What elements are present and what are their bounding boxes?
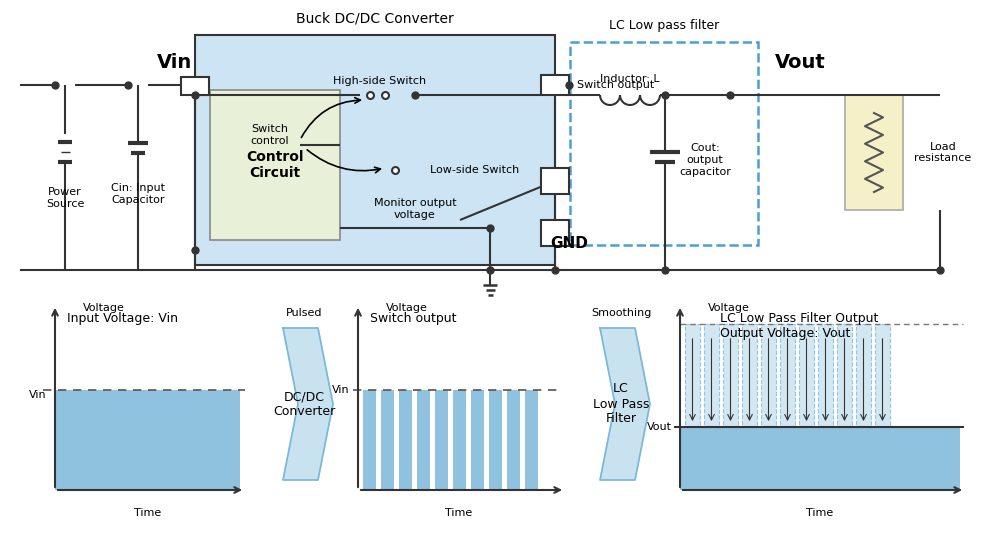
Bar: [195, 35, 555, 265]
Bar: [875, 324, 890, 427]
Text: High-side Switch: High-side Switch: [333, 76, 427, 86]
Bar: [845, 95, 903, 210]
Text: LC
Low Pass
Filter: LC Low Pass Filter: [593, 382, 649, 426]
Polygon shape: [600, 328, 650, 480]
Bar: [541, 220, 569, 246]
Bar: [541, 75, 569, 95]
Text: Low-side Switch: Low-side Switch: [430, 165, 519, 175]
Bar: [704, 324, 719, 427]
Bar: [471, 390, 484, 490]
Bar: [680, 427, 960, 490]
Text: Control
Circuit: Control Circuit: [246, 150, 304, 180]
Text: Vout: Vout: [775, 52, 825, 71]
Bar: [570, 42, 758, 245]
Text: Cin: Input
Capacitor: Cin: Input Capacitor: [111, 183, 165, 205]
Bar: [856, 324, 871, 427]
Bar: [453, 390, 466, 490]
Text: Time: Time: [445, 508, 473, 518]
Text: Monitor output
voltage: Monitor output voltage: [374, 198, 456, 220]
Bar: [507, 390, 520, 490]
Bar: [489, 390, 502, 490]
Bar: [381, 390, 394, 490]
Bar: [55, 390, 240, 490]
Text: Voltage: Voltage: [386, 303, 428, 313]
Text: Load
resistance: Load resistance: [914, 141, 972, 163]
Text: Switch output: Switch output: [370, 312, 456, 325]
Bar: [570, 42, 758, 245]
Bar: [799, 324, 814, 427]
Text: Voltage: Voltage: [83, 303, 125, 313]
Bar: [210, 90, 340, 240]
Text: Vin: Vin: [29, 390, 47, 400]
Text: Buck DC/DC Converter: Buck DC/DC Converter: [296, 11, 454, 25]
Text: Vout: Vout: [647, 422, 672, 432]
Text: LC Low pass filter: LC Low pass filter: [609, 19, 719, 32]
Bar: [818, 324, 833, 427]
Bar: [399, 390, 412, 490]
Text: Pulsed: Pulsed: [286, 308, 322, 318]
Bar: [541, 168, 569, 194]
Text: Vin: Vin: [332, 385, 350, 395]
Text: LC Low Pass Filter Output
Output Voltage: Vout: LC Low Pass Filter Output Output Voltage…: [720, 312, 878, 340]
Bar: [525, 390, 538, 490]
Bar: [780, 324, 795, 427]
Text: Time: Time: [806, 508, 834, 518]
Text: Time: Time: [134, 508, 161, 518]
Bar: [685, 324, 700, 427]
Text: Input Voltage: Vin: Input Voltage: Vin: [67, 312, 178, 325]
Text: Inductor: L: Inductor: L: [600, 74, 660, 84]
Bar: [435, 390, 448, 490]
Bar: [363, 390, 376, 490]
Bar: [742, 324, 757, 427]
Text: Smoothing: Smoothing: [591, 308, 651, 318]
Polygon shape: [283, 328, 333, 480]
Text: DC/DC
Converter: DC/DC Converter: [273, 390, 335, 418]
Text: Voltage: Voltage: [708, 303, 750, 313]
Bar: [837, 324, 852, 427]
Text: Switch output: Switch output: [577, 80, 654, 90]
Bar: [761, 324, 776, 427]
Text: Power
Source: Power Source: [46, 187, 84, 208]
Text: Cout:
output
capacitor: Cout: output capacitor: [679, 144, 731, 177]
Bar: [181, 77, 209, 95]
Text: GND: GND: [550, 235, 588, 251]
Bar: [723, 324, 738, 427]
Bar: [417, 390, 430, 490]
Text: Vin: Vin: [157, 52, 193, 71]
Text: Switch
control: Switch control: [251, 124, 289, 146]
